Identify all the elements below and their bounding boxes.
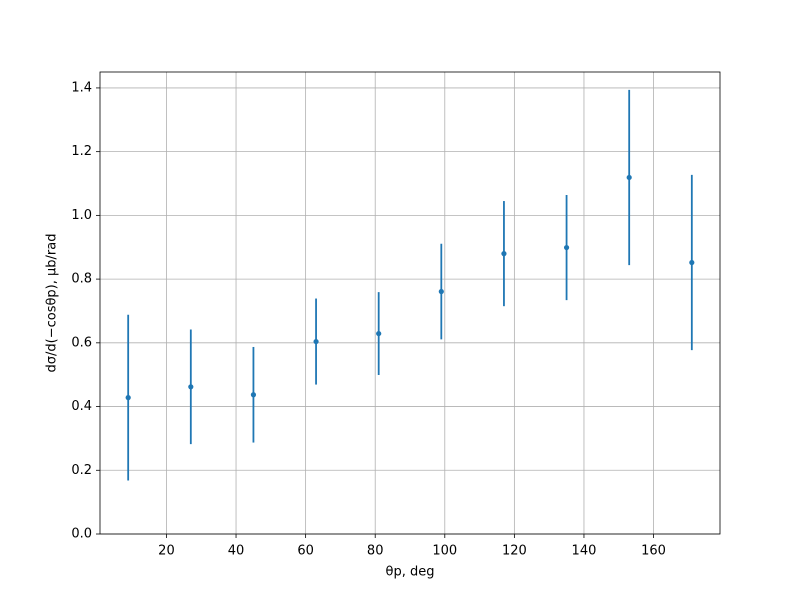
y-tick-label: 0.2 <box>71 463 92 478</box>
y-tick-label: 0.6 <box>71 335 92 350</box>
x-tick-label: 140 <box>572 544 597 559</box>
data-point <box>501 251 507 257</box>
data-point <box>626 174 632 181</box>
x-tick-label: 120 <box>502 544 527 559</box>
data-point <box>125 395 131 401</box>
data-point <box>188 384 194 390</box>
data-point <box>563 244 570 251</box>
x-tick-label: 20 <box>158 544 175 559</box>
data-point <box>438 288 444 295</box>
y-tick-label: 0.0 <box>71 527 92 542</box>
data-point <box>689 259 695 266</box>
x-axis-label: θp, deg <box>386 565 435 580</box>
x-tick-label: 60 <box>297 544 314 559</box>
y-tick-label: 1.4 <box>71 80 92 95</box>
y-axis-label: dσ/d(−cosθp), μb/rad <box>45 234 60 373</box>
data-point <box>313 338 319 345</box>
x-tick-label: 100 <box>432 544 457 559</box>
y-tick-label: 0.4 <box>71 399 92 414</box>
data-point <box>376 330 382 337</box>
data-point <box>250 392 257 398</box>
y-tick-label: 0.8 <box>71 272 92 287</box>
plot-frame <box>99 71 721 535</box>
y-tick-label: 1.2 <box>71 144 92 159</box>
x-tick-label: 80 <box>367 544 384 559</box>
x-tick-label: 40 <box>228 544 245 559</box>
x-tick-label: 160 <box>641 544 666 559</box>
y-tick-label: 1.0 <box>71 208 92 223</box>
